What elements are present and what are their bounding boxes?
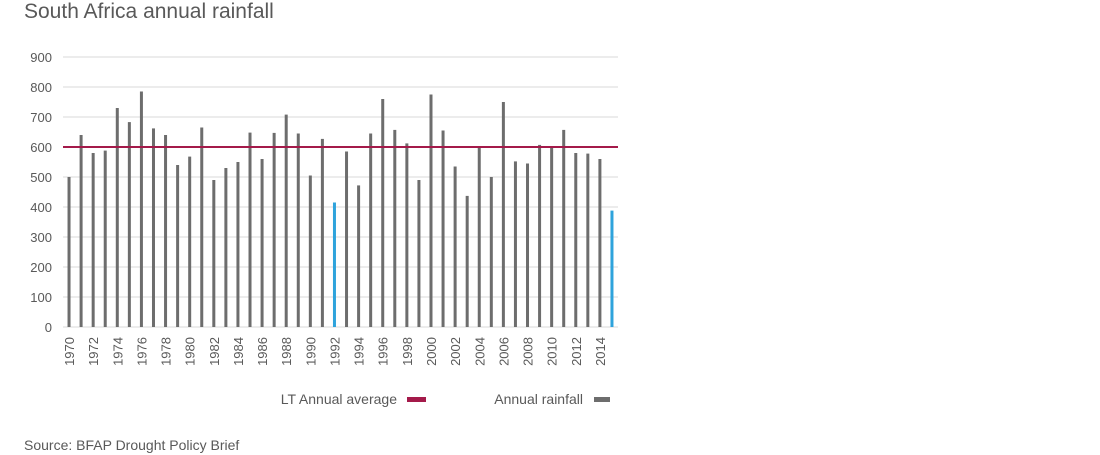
bar-1986 bbox=[260, 159, 264, 327]
bar-2010 bbox=[550, 147, 554, 327]
bar-1973 bbox=[103, 150, 107, 327]
bar-1992 bbox=[332, 202, 336, 327]
x-tick-label: 2002 bbox=[448, 337, 463, 366]
bar-1981 bbox=[200, 127, 204, 327]
bar-2012 bbox=[574, 153, 578, 327]
x-tick-label: 2010 bbox=[545, 337, 560, 366]
bar-1996 bbox=[381, 99, 385, 327]
x-tick-label: 1998 bbox=[400, 337, 415, 366]
bar-1988 bbox=[284, 114, 288, 327]
bar-1990 bbox=[308, 175, 312, 327]
chart-title: South Africa annual rainfall bbox=[24, 0, 274, 23]
bar-2001 bbox=[441, 130, 445, 327]
legend-swatch bbox=[594, 397, 610, 402]
x-tick-label: 1974 bbox=[110, 337, 125, 366]
x-tick-label: 1990 bbox=[303, 337, 318, 366]
bar-1985 bbox=[248, 132, 252, 327]
x-tick-label: 2008 bbox=[521, 337, 536, 366]
x-tick-label: 1996 bbox=[376, 337, 391, 366]
y-tick-label: 0 bbox=[45, 320, 52, 335]
y-tick-label: 600 bbox=[30, 140, 52, 155]
bars bbox=[67, 91, 614, 327]
bar-1983 bbox=[224, 168, 228, 327]
source-note: Source: BFAP Drought Policy Brief bbox=[24, 437, 240, 453]
bar-1993 bbox=[345, 151, 349, 327]
bar-1991 bbox=[320, 138, 324, 327]
bar-1994 bbox=[357, 185, 361, 327]
bar-2000 bbox=[429, 94, 433, 327]
bar-1998 bbox=[405, 143, 409, 327]
x-tick-label: 1986 bbox=[255, 337, 270, 366]
x-tick-label: 2012 bbox=[569, 337, 584, 366]
x-tick-label: 1984 bbox=[231, 337, 246, 366]
bar-1971 bbox=[79, 135, 83, 327]
bar-1999 bbox=[417, 180, 421, 327]
bar-2014 bbox=[598, 159, 602, 327]
bar-1984 bbox=[236, 162, 240, 327]
x-tick-label: 1988 bbox=[279, 337, 294, 366]
legend-swatch bbox=[407, 397, 426, 402]
x-tick-label: 2004 bbox=[472, 337, 487, 366]
bar-2011 bbox=[562, 129, 566, 327]
bar-1995 bbox=[369, 133, 373, 327]
y-tick-label: 200 bbox=[30, 260, 52, 275]
y-tick-label: 500 bbox=[30, 170, 52, 185]
x-axis: 1970 1972 1974 1976 1978 1980 1982 1984 1986 1988… bbox=[62, 337, 608, 366]
bar-2002 bbox=[453, 166, 457, 327]
bar-1970 bbox=[67, 177, 71, 327]
x-tick-label: 1972 bbox=[86, 337, 101, 366]
legend: LT Annual average Annual rainfall bbox=[281, 391, 610, 407]
bar-1974 bbox=[115, 108, 119, 327]
x-tick-label: 2006 bbox=[496, 337, 511, 366]
y-tick-label: 100 bbox=[30, 290, 52, 305]
bar-1997 bbox=[393, 129, 397, 327]
bar-1975 bbox=[127, 122, 131, 327]
x-tick-label: 2000 bbox=[424, 337, 439, 366]
bar-2003 bbox=[465, 195, 469, 327]
x-tick-label: 1982 bbox=[207, 337, 222, 366]
legend-label: LT Annual average bbox=[281, 391, 397, 407]
y-tick-label: 300 bbox=[30, 230, 52, 245]
legend-label: Annual rainfall bbox=[494, 391, 583, 407]
bar-1978 bbox=[164, 135, 168, 327]
bar-2007 bbox=[513, 161, 517, 327]
bar-2015 bbox=[610, 210, 614, 327]
bar-1977 bbox=[151, 128, 155, 327]
bar-1987 bbox=[272, 132, 276, 327]
bar-1972 bbox=[91, 153, 95, 327]
y-tick-label: 800 bbox=[30, 80, 52, 95]
bar-1976 bbox=[139, 91, 143, 327]
y-tick-label: 400 bbox=[30, 200, 52, 215]
grid bbox=[63, 56, 618, 328]
bar-2004 bbox=[477, 147, 481, 327]
bar-2009 bbox=[538, 144, 542, 327]
x-tick-label: 1976 bbox=[134, 337, 149, 366]
bar-2013 bbox=[586, 153, 590, 327]
y-tick-label: 700 bbox=[30, 110, 52, 125]
x-tick-label: 2014 bbox=[593, 337, 608, 366]
x-tick-label: 1994 bbox=[352, 337, 367, 366]
bar-1979 bbox=[176, 165, 180, 327]
y-axis: 0 100 200 300 400 500 600 700 800 900 bbox=[30, 50, 52, 335]
bar-1980 bbox=[188, 156, 192, 327]
bar-2006 bbox=[501, 102, 505, 327]
bar-2008 bbox=[526, 163, 530, 327]
x-tick-label: 1978 bbox=[159, 337, 174, 366]
y-tick-label: 900 bbox=[30, 50, 52, 65]
bar-2005 bbox=[489, 177, 493, 327]
x-tick-label: 1992 bbox=[327, 337, 342, 366]
bar-1982 bbox=[212, 180, 216, 327]
bar-1989 bbox=[296, 133, 300, 327]
x-tick-label: 1980 bbox=[183, 337, 198, 366]
x-tick-label: 1970 bbox=[62, 337, 77, 366]
